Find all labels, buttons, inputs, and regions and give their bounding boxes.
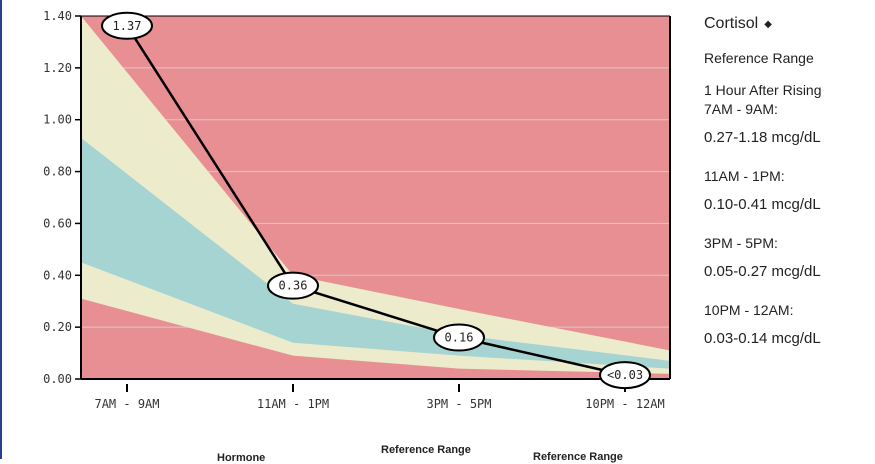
range-value: 0.05-0.27 mcg/dL — [704, 263, 821, 280]
data-point-marker — [433, 323, 485, 352]
data-point-marker — [267, 271, 319, 300]
y-tick-label: 1.20 — [43, 61, 72, 75]
inner-reference-band — [81, 137, 670, 369]
cortisol-series-line — [125, 25, 626, 377]
left-border — [0, 0, 2, 459]
panel-title: Cortisol ◆ — [704, 12, 869, 36]
y-tick-label: 0.20 — [43, 320, 72, 334]
y-tick-label: 1.40 — [43, 9, 72, 23]
data-label: 0.36 — [279, 279, 308, 293]
range-label: 3PM - 5PM: — [704, 235, 778, 251]
range-value: 0.10-0.41 mcg/dL — [704, 196, 821, 213]
data-label: 0.16 — [445, 331, 474, 345]
data-label: 1.37 — [113, 19, 142, 33]
hormone-name: Cortisol — [704, 15, 759, 32]
y-tick-label: 0.00 — [43, 372, 72, 386]
range-block-1: 1 Hour After Rising 7AM - 9AM: 0.27-1.18… — [704, 81, 869, 146]
column-header-hormone: Hormone — [217, 452, 266, 464]
range-label: 7AM - 9AM: — [704, 101, 778, 117]
column-header-reference-range: Reference Range — [533, 451, 623, 463]
range-block-3: 3PM - 5PM: 0.05-0.27 mcg/dL — [704, 234, 869, 280]
range-label: 1 Hour After Rising — [704, 82, 822, 98]
range-value: 0.27-1.18 mcg/dL — [704, 129, 821, 146]
y-tick-label: 1.00 — [43, 113, 72, 127]
cortisol-chart: 0.00 0.20 0.40 0.60 0.80 1.00 1.20 1.40 7AM - 9A… — [43, 9, 671, 411]
range-block-2: 11AM - 1PM: 0.10-0.41 mcg/dL — [704, 167, 869, 213]
range-label: 11AM - 1PM: — [704, 168, 785, 184]
y-tick-label: 0.60 — [43, 216, 72, 230]
column-header-reference-range: Reference Range — [381, 444, 471, 456]
y-tick-label: 0.80 — [43, 165, 72, 179]
range-value: 0.03-0.14 mcg/dL — [704, 330, 821, 347]
range-label: 10PM - 12AM: — [704, 302, 794, 318]
range-block-4: 10PM - 12AM: 0.03-0.14 mcg/dL — [704, 301, 869, 347]
data-point-marker — [101, 11, 153, 40]
x-tick-label: 3PM - 5PM — [426, 397, 491, 411]
y-tick-label: 0.40 — [43, 268, 72, 282]
diamond-icon: ◆ — [764, 18, 772, 30]
legend-panel: Cortisol ◆ Reference Range 1 Hour After … — [704, 12, 869, 347]
reference-range-heading: Reference Range — [704, 50, 814, 66]
x-tick-label: 10PM - 12AM — [585, 397, 664, 411]
x-tick-label: 11AM - 1PM — [257, 397, 329, 411]
x-tick-label: 7AM - 9AM — [94, 397, 159, 411]
data-point-marker — [599, 361, 651, 390]
data-label: <0.03 — [607, 368, 643, 382]
